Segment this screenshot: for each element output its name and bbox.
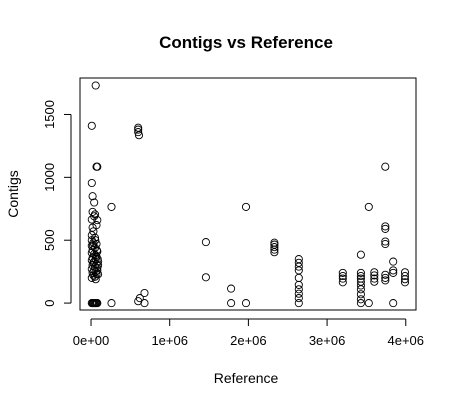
data-point <box>356 299 365 308</box>
data-point <box>294 262 303 271</box>
data-point <box>87 273 96 282</box>
data-point <box>93 266 102 275</box>
data-point <box>88 241 98 250</box>
x-axis: 0e+00 1e+06 2e+06 3e+06 4e+06 <box>73 318 425 348</box>
data-point <box>241 299 251 308</box>
data-point <box>107 299 116 308</box>
x-axis-title: Reference <box>214 370 279 386</box>
data-point <box>89 227 98 236</box>
data-point <box>270 245 279 254</box>
data-point <box>389 266 398 275</box>
data-point <box>93 299 102 308</box>
y-tick-label: 0 <box>42 299 57 306</box>
data-point <box>94 270 103 279</box>
data-point <box>270 243 279 252</box>
data-point <box>389 257 398 266</box>
data-point <box>370 268 379 277</box>
data-point <box>381 276 390 285</box>
data-point <box>381 237 390 246</box>
y-axis-title: Contigs <box>5 170 21 217</box>
y-axis: 0 500 1000 1500 <box>42 100 72 307</box>
data-point <box>294 289 303 298</box>
data-point <box>400 271 410 281</box>
y-tick-label: 1000 <box>42 163 57 192</box>
data-point <box>87 265 96 274</box>
data-point <box>294 294 303 303</box>
data-point <box>88 192 97 201</box>
data-point <box>201 238 210 247</box>
data-point <box>91 81 100 90</box>
x-tick-label: 4e+06 <box>388 333 425 348</box>
data-point <box>381 162 390 171</box>
data-point <box>370 274 379 283</box>
data-point <box>140 288 149 298</box>
data-point <box>338 274 347 283</box>
data-point <box>134 131 144 140</box>
x-tick-label: 2e+06 <box>230 333 267 348</box>
data-point <box>270 248 279 257</box>
data-point <box>356 250 365 259</box>
data-point <box>90 198 99 207</box>
data-point <box>381 273 390 282</box>
data-point <box>93 162 102 171</box>
data-point <box>356 281 365 290</box>
data-point <box>364 202 373 211</box>
data-point <box>389 268 398 277</box>
data-point <box>92 246 101 255</box>
data-point <box>294 299 303 308</box>
data-point <box>107 202 116 211</box>
data-point <box>87 215 96 224</box>
data-point <box>93 216 102 225</box>
data-point <box>241 202 251 211</box>
data-point <box>91 251 100 260</box>
data-point <box>227 299 236 308</box>
data-point <box>356 295 365 304</box>
data-point <box>135 294 144 303</box>
x-tick-label: 3e+06 <box>309 333 346 348</box>
data-point <box>294 273 303 282</box>
data-point <box>227 284 236 293</box>
data-point <box>338 268 347 277</box>
data-point <box>201 273 210 282</box>
data-point <box>381 222 390 231</box>
data-point <box>338 278 347 287</box>
data-point <box>87 121 96 130</box>
plot-area <box>79 77 417 311</box>
chart-title: Contigs vs Reference <box>159 33 333 52</box>
data-point <box>91 275 100 284</box>
data-point <box>134 125 143 134</box>
x-tick-label: 0e+00 <box>73 333 110 348</box>
data-point <box>134 128 143 137</box>
data-point <box>356 285 365 294</box>
data-point <box>381 270 390 279</box>
data-point <box>338 271 347 281</box>
data-point <box>400 275 410 284</box>
data-point <box>294 285 303 294</box>
data-point <box>364 299 373 308</box>
data-point <box>90 257 99 266</box>
y-tick-label: 500 <box>42 229 57 251</box>
data-point <box>92 221 101 230</box>
x-tick-label: 1e+06 <box>151 333 188 348</box>
data-point <box>370 271 379 280</box>
data-point <box>381 224 390 233</box>
data-point <box>88 207 97 216</box>
data-point <box>91 236 100 245</box>
y-tick-label: 1500 <box>42 100 57 129</box>
data-point <box>294 280 303 289</box>
data-point <box>356 268 365 277</box>
data-point <box>356 271 365 281</box>
data-point <box>88 223 97 232</box>
data-point <box>356 290 365 299</box>
data-point <box>87 178 96 188</box>
data-point <box>400 278 410 287</box>
data-point <box>381 239 390 249</box>
data-point <box>370 277 379 286</box>
data-point <box>389 299 398 308</box>
data-points <box>87 81 410 308</box>
data-point <box>140 299 149 308</box>
